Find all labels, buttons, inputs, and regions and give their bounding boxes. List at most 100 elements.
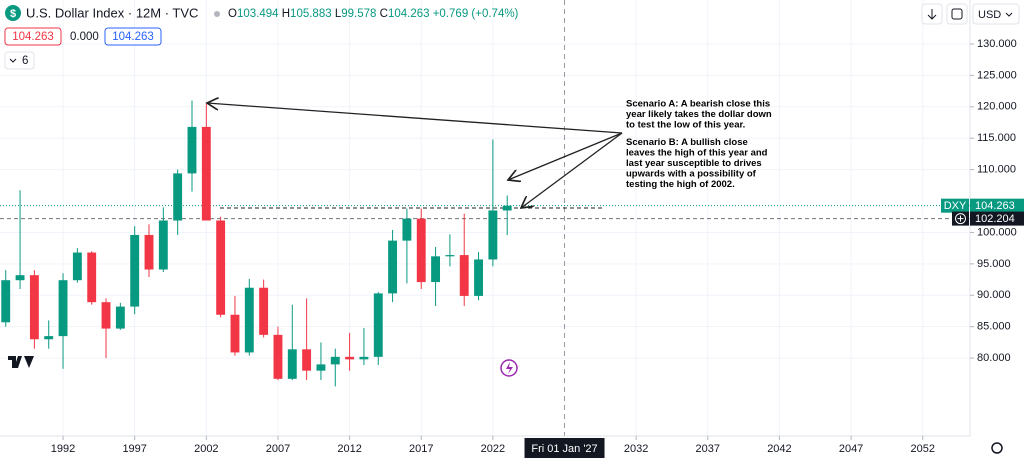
- crosshair-label: Fri 01 Jan '27: [531, 443, 597, 455]
- symbol-title[interactable]: U.S. Dollar Index · 12M · TVC: [26, 5, 198, 20]
- candle-body: [44, 336, 54, 340]
- y-tick-label: 90.000: [977, 289, 1011, 301]
- indicator-count: 6: [22, 55, 28, 67]
- candle-body: [101, 302, 111, 329]
- ohlc-value: 103.494: [237, 8, 279, 20]
- x-tick-label: 2052: [910, 443, 934, 455]
- visibility-icon[interactable]: [214, 11, 220, 17]
- price-label: 104.263: [975, 200, 1015, 212]
- y-tick-label: 125.000: [977, 69, 1017, 81]
- candle-body: [144, 234, 154, 270]
- buy-price: 104.263: [112, 31, 154, 43]
- candle-body: [416, 218, 426, 283]
- candle-body: [115, 306, 125, 329]
- candle-body: [216, 220, 226, 315]
- sell-box[interactable]: [4, 27, 62, 46]
- candle-body: [502, 205, 512, 211]
- x-tick-label: 2047: [839, 443, 863, 455]
- price-axis: [970, 0, 1024, 459]
- candle-body: [130, 234, 140, 307]
- candle-body: [1, 280, 11, 323]
- candle-body: [158, 220, 168, 270]
- candle-body: [345, 356, 355, 360]
- candle-body: [259, 287, 269, 335]
- annotation-line: last year susceptible to drives: [626, 158, 762, 169]
- ohlc-value: 99.578: [341, 8, 376, 20]
- chevron: [1005, 12, 1013, 17]
- candle-body: [402, 218, 412, 241]
- event-glyph: [506, 362, 513, 374]
- annotation-line: year likely takes the dollar down: [626, 109, 772, 120]
- candle-body: [187, 126, 197, 174]
- x-tick-label: 2042: [767, 443, 791, 455]
- price-label-box: [970, 198, 1024, 213]
- spread: 0.000: [70, 31, 99, 43]
- currency: USD: [978, 9, 1001, 21]
- ohlc-label: L: [335, 8, 342, 20]
- candle-body: [431, 256, 441, 283]
- arrow: [521, 132, 623, 208]
- candle-body: [445, 255, 455, 257]
- fullscreen-button[interactable]: [946, 3, 968, 25]
- plus-button: [955, 213, 966, 225]
- sell-price: 104.263: [12, 31, 54, 43]
- symbol-icon: [5, 5, 21, 21]
- indicator-toggle[interactable]: [4, 51, 35, 70]
- y-tick-label: 85.000: [977, 321, 1011, 333]
- candle-body: [29, 275, 39, 340]
- x-tick-label: 1992: [51, 443, 75, 455]
- candle-body: [474, 259, 483, 296]
- y-tick-label: 110.000: [977, 164, 1016, 176]
- fullscreen-icon: [951, 8, 963, 20]
- candles: [1, 100, 512, 387]
- x-tick-label: 2007: [266, 443, 290, 455]
- candle-body: [273, 334, 283, 379]
- plus-glyph: [957, 215, 964, 222]
- candle-body: [359, 356, 369, 360]
- candle-body: [87, 252, 97, 303]
- candle-body: [316, 364, 326, 371]
- settings-icon[interactable]: [991, 442, 1003, 454]
- grid: [0, 0, 970, 436]
- x-tick-label: 2037: [696, 443, 720, 455]
- ohlc-value: 104.263: [388, 8, 430, 20]
- chevron: [9, 58, 17, 63]
- candle-body: [244, 287, 254, 353]
- ohlc-value: 105.883: [290, 8, 332, 20]
- price-label: 102.204: [975, 213, 1015, 225]
- arrow: [207, 103, 623, 134]
- x-tick-label: 2022: [481, 443, 505, 455]
- candle-body: [287, 349, 297, 379]
- candle-body: [302, 349, 312, 371]
- x-tick-label: 2032: [624, 443, 648, 455]
- ohlc: O103.494 H105.883 L99.578 C104.263 +0.76…: [228, 8, 519, 20]
- candle-body: [58, 280, 68, 337]
- candle-body: [173, 173, 183, 221]
- symbol-icon-glyph: $: [10, 8, 16, 20]
- candle-body: [15, 275, 25, 281]
- annotation-line: testing the high of 2002.: [626, 179, 735, 190]
- tv-logo: [8, 356, 34, 368]
- candle-body: [488, 210, 498, 260]
- series-name-box: [941, 198, 969, 213]
- candle-body: [72, 252, 82, 281]
- down-icon: [927, 9, 937, 20]
- y-tick-label: 115.000: [977, 132, 1016, 144]
- candle-body: [230, 314, 240, 353]
- y-tick-label: 95.000: [977, 258, 1011, 270]
- crosshair-label-box: [524, 438, 605, 458]
- ohlc-label: O: [228, 8, 237, 20]
- axes: 80.000 85.000 90.000 95.000 100.000 110.000 11…: [51, 38, 1024, 458]
- y-tick-label: 80.000: [977, 352, 1011, 364]
- candle-body: [201, 126, 211, 221]
- candle-body: [330, 356, 340, 365]
- x-tick-label: 2012: [337, 443, 361, 455]
- buy-box[interactable]: [104, 27, 162, 46]
- annotation-line: to test the low of this year.: [626, 120, 745, 131]
- currency-button[interactable]: [972, 3, 1020, 25]
- annotation-line: Scenario B: A bullish close: [626, 137, 748, 148]
- lines: [0, 0, 970, 436]
- annotation-line: leaves the high of this year and: [626, 148, 768, 159]
